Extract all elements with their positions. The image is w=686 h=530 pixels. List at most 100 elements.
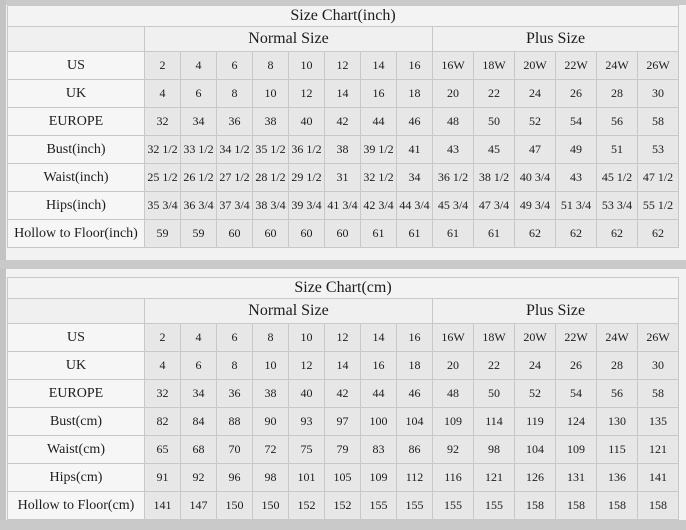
size-value-cell: 18W — [473, 51, 515, 80]
size-value-cell: 52 — [514, 107, 556, 136]
size-value-cell: 46 — [396, 107, 433, 136]
size-value-cell: 2 — [144, 51, 181, 80]
size-value-cell: 38 — [252, 379, 289, 408]
table-row: UK 4 6 8 10 12 14 16 18 20 22 24 26 28 30 — [7, 351, 679, 380]
table-row: Waist(cm) 65 68 70 72 75 79 83 86 92 98 104 109 115 12… — [7, 435, 679, 464]
size-value-cell: 121 — [473, 463, 515, 492]
size-value-cell: 155 — [360, 491, 397, 520]
size-value-cell: 4 — [144, 351, 181, 380]
size-value-cell: 16W — [432, 51, 474, 80]
size-value-cell: 8 — [216, 351, 253, 380]
size-value-cell: 61 — [473, 219, 515, 248]
size-value-cell: 92 — [432, 435, 474, 464]
size-value-cell: 42 3/4 — [360, 191, 397, 220]
size-value-cell: 33 1/2 — [180, 135, 217, 164]
table-row: Waist(inch) 25 1/2 26 1/2 27 1/2 28 1/2 29 1/… — [7, 163, 679, 192]
row-label: US — [7, 51, 145, 80]
group-header-plus: Plus Size — [432, 26, 679, 52]
table-row: Bust(inch) 32 1/2 33 1/2 34 1/2 35 1/2 36 1/2… — [7, 135, 679, 164]
size-value-cell: 16 — [396, 51, 433, 80]
size-value-cell: 35 3/4 — [144, 191, 181, 220]
size-value-cell: 52 — [514, 379, 556, 408]
size-value-cell: 104 — [514, 435, 556, 464]
size-value-cell: 32 1/2 — [360, 163, 397, 192]
size-chart-inch-table: Size Chart(inch) Normal Size Plus Size U… — [7, 5, 679, 248]
size-value-cell: 48 — [432, 107, 474, 136]
size-value-cell: 158 — [514, 491, 556, 520]
size-value-cell: 68 — [180, 435, 217, 464]
size-value-cell: 98 — [473, 435, 515, 464]
size-value-cell: 131 — [555, 463, 597, 492]
size-value-cell: 126 — [514, 463, 556, 492]
size-value-cell: 72 — [252, 435, 289, 464]
size-value-cell: 4 — [180, 323, 217, 352]
table-row: US 2 4 6 8 10 12 14 16 16W 18W 20W 22W 24W 26W — [7, 51, 679, 80]
size-value-cell: 56 — [596, 107, 638, 136]
size-value-cell: 45 3/4 — [432, 191, 474, 220]
size-value-cell: 152 — [324, 491, 361, 520]
size-value-cell: 42 — [324, 379, 361, 408]
table-row: Bust(cm) 82 84 88 90 93 97 100 104 109 114 119 124 13… — [7, 407, 679, 436]
size-value-cell: 48 — [432, 379, 474, 408]
size-value-cell: 62 — [555, 219, 597, 248]
top-divider-band — [0, 0, 686, 5]
size-value-cell: 155 — [473, 491, 515, 520]
table-row: Hollow to Floor(cm) 141 147 150 150 152 152 155… — [7, 491, 679, 520]
size-value-cell: 38 — [324, 135, 361, 164]
size-value-cell: 50 — [473, 379, 515, 408]
size-value-cell: 51 — [596, 135, 638, 164]
size-value-cell: 58 — [637, 107, 679, 136]
size-value-cell: 16W — [432, 323, 474, 352]
size-value-cell: 49 3/4 — [514, 191, 556, 220]
size-value-cell: 6 — [180, 79, 217, 108]
size-value-cell: 38 — [252, 107, 289, 136]
size-value-cell: 152 — [288, 491, 325, 520]
size-value-cell: 91 — [144, 463, 181, 492]
size-chart-cm-table: Size Chart(cm) Normal Size Plus Size US 2… — [7, 277, 679, 520]
size-value-cell: 62 — [514, 219, 556, 248]
size-value-cell: 22 — [473, 79, 515, 108]
row-label: US — [7, 323, 145, 352]
size-value-cell: 47 — [514, 135, 556, 164]
size-value-cell: 34 — [180, 107, 217, 136]
size-value-cell: 60 — [216, 219, 253, 248]
size-value-cell: 90 — [252, 407, 289, 436]
size-value-cell: 46 — [396, 379, 433, 408]
size-value-cell: 53 3/4 — [596, 191, 638, 220]
size-value-cell: 130 — [596, 407, 638, 436]
size-value-cell: 34 — [396, 163, 433, 192]
size-value-cell: 84 — [180, 407, 217, 436]
size-value-cell: 59 — [144, 219, 181, 248]
size-value-cell: 37 3/4 — [216, 191, 253, 220]
size-value-cell: 105 — [324, 463, 361, 492]
size-value-cell: 135 — [637, 407, 679, 436]
size-value-cell: 22 — [473, 351, 515, 380]
row-label: Hollow to Floor(cm) — [7, 491, 145, 520]
size-value-cell: 136 — [596, 463, 638, 492]
size-value-cell: 86 — [396, 435, 433, 464]
size-value-cell: 20W — [514, 323, 556, 352]
size-value-cell: 40 3/4 — [514, 163, 556, 192]
size-value-cell: 10 — [288, 51, 325, 80]
table-row: Size Chart(inch) — [7, 5, 679, 27]
row-label: Hips(inch) — [7, 191, 145, 220]
size-value-cell: 10 — [288, 323, 325, 352]
size-value-cell: 18 — [396, 79, 433, 108]
size-value-cell: 101 — [288, 463, 325, 492]
size-value-cell: 20W — [514, 51, 556, 80]
row-label: Waist(inch) — [7, 163, 145, 192]
size-value-cell: 75 — [288, 435, 325, 464]
size-value-cell: 24W — [596, 323, 638, 352]
size-value-cell: 30 — [637, 79, 679, 108]
size-value-cell: 36 3/4 — [180, 191, 217, 220]
size-value-cell: 16 — [396, 323, 433, 352]
size-value-cell: 26W — [637, 51, 679, 80]
size-value-cell: 97 — [324, 407, 361, 436]
size-value-cell: 96 — [216, 463, 253, 492]
size-value-cell: 62 — [596, 219, 638, 248]
table-title: Size Chart(inch) — [7, 5, 679, 27]
table-row: EUROPE 32 34 36 38 40 42 44 46 48 50 52 54 56 58 — [7, 379, 679, 408]
size-value-cell: 16 — [360, 79, 397, 108]
size-value-cell: 65 — [144, 435, 181, 464]
